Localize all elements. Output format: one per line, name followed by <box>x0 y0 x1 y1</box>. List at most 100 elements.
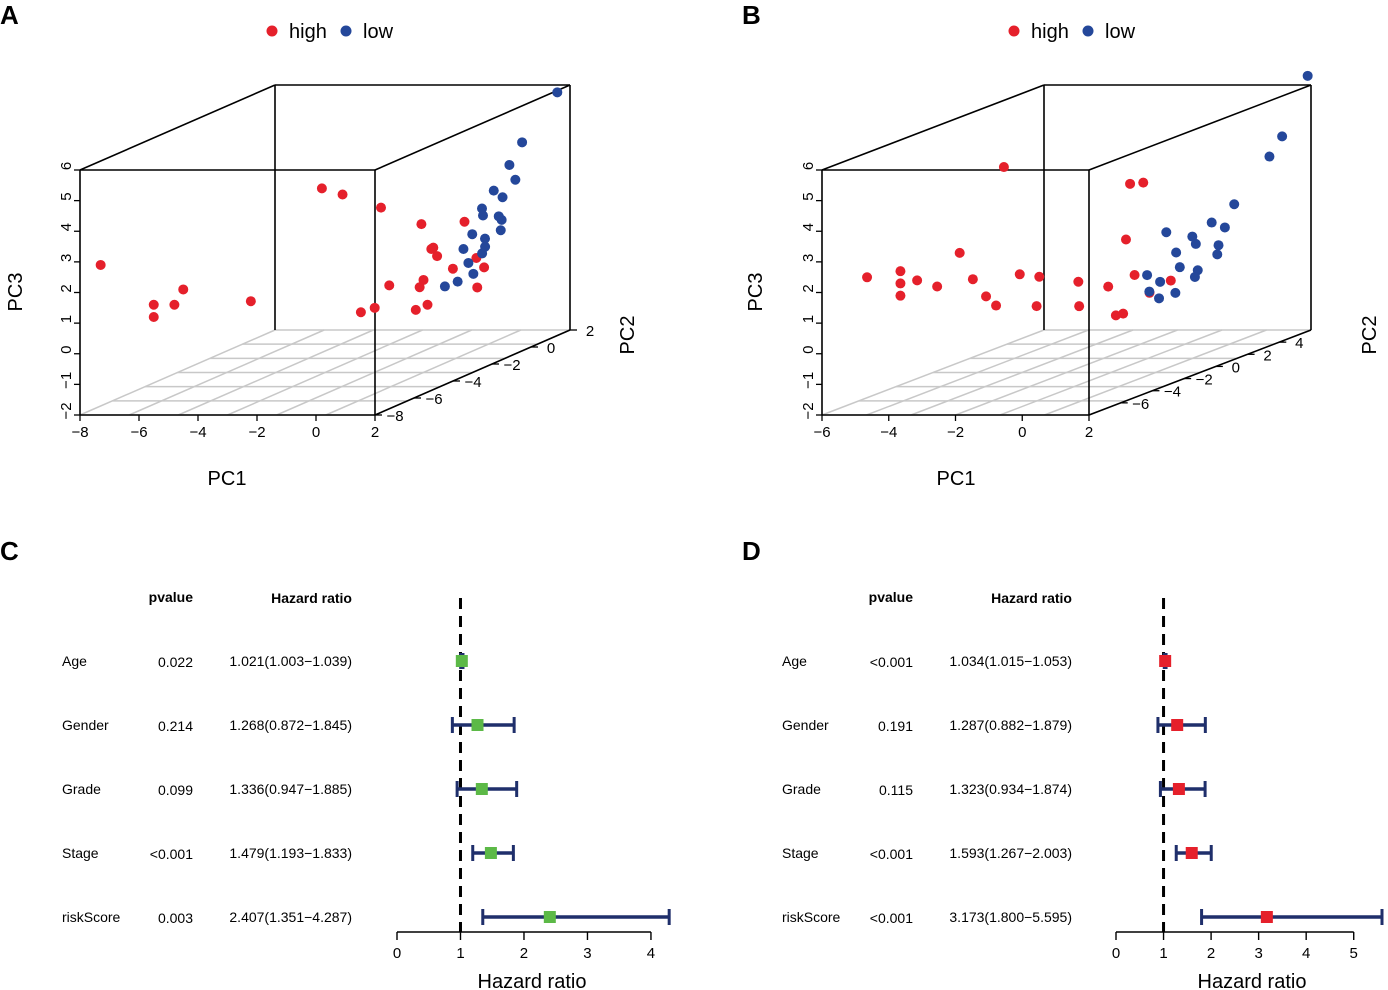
point-high <box>991 300 1002 311</box>
point-low <box>468 268 479 279</box>
row-hazard-ratio: 1.593(1.267−2.003) <box>949 845 1072 861</box>
z-tick-label: −2 <box>58 402 75 419</box>
y-tick-label: 4 <box>1295 335 1303 352</box>
point-high <box>148 312 159 322</box>
point-high <box>895 278 906 289</box>
y-tick-label: −4 <box>1164 384 1181 401</box>
z-tick-label: 3 <box>800 254 817 262</box>
point-low <box>497 192 508 203</box>
z-tick-label: 3 <box>58 254 75 262</box>
z-tick-label: 0 <box>58 346 75 354</box>
point-high <box>422 299 433 310</box>
pca-3d-plot-a: −8 −6 −4 −2 0 2 −2 −1 0 1 2 3 4 5 6 −8 −6 −4 −2 0 2 PC1 PC3 PC2… <box>5 21 639 490</box>
x-axis-label: Hazard ratio <box>1198 971 1307 990</box>
z-axis-label: PC3 <box>5 273 27 312</box>
x-tick-label: −8 <box>71 424 88 441</box>
row-hazard-ratio: 2.407(1.351−4.287) <box>229 909 352 925</box>
point-high <box>472 282 483 293</box>
row-label: Gender <box>62 717 109 733</box>
legend-label-high: high <box>289 21 327 43</box>
z-tick-label: −2 <box>800 402 817 419</box>
panel-label-d: D <box>742 536 761 566</box>
point-low <box>458 243 469 254</box>
panel-label-a: A <box>0 0 19 30</box>
y-tick-label: −8 <box>386 408 403 425</box>
row-label: riskScore <box>62 909 121 925</box>
z-tick-label: 4 <box>58 223 75 231</box>
row-pvalue: 0.214 <box>158 718 193 734</box>
point-low <box>463 257 474 268</box>
y-tick-label: −6 <box>425 391 442 408</box>
y-tick-label: 2 <box>586 323 594 340</box>
box-edge <box>821 84 1045 171</box>
x-tick-label: 2 <box>1085 424 1093 441</box>
x-tick-label: 5 <box>1350 945 1358 962</box>
hr-marker <box>543 911 556 923</box>
point-high <box>895 266 906 277</box>
point-high <box>1073 276 1084 287</box>
point-low <box>552 87 563 98</box>
legend-marker-low <box>340 25 352 37</box>
x-tick-label: 3 <box>1254 945 1262 962</box>
point-high <box>1031 301 1042 312</box>
point-high <box>1118 308 1129 319</box>
point-high <box>459 216 470 227</box>
x-tick-label: 0 <box>1018 424 1026 441</box>
point-low <box>1277 131 1288 142</box>
point-low <box>493 211 504 222</box>
forest-plot-d: pvalue Hazard ratio Age <0.001 1.034(1.015−1… <box>782 589 1384 990</box>
row-label: riskScore <box>782 909 841 925</box>
point-low <box>1206 217 1217 228</box>
point-high <box>410 304 421 315</box>
z-tick-label: 1 <box>58 315 75 323</box>
point-high <box>1129 270 1140 281</box>
legend-label-low: low <box>363 21 394 43</box>
point-low <box>1174 262 1185 273</box>
point-high <box>148 299 159 310</box>
point-high <box>1034 271 1045 282</box>
y-tick-label: −4 <box>464 374 481 391</box>
y-axis-label: PC2 <box>617 316 639 355</box>
x-tick-label: 0 <box>312 424 320 441</box>
y-tick-label: 2 <box>1263 347 1271 364</box>
z-tick-label: 0 <box>800 346 817 354</box>
hr-marker <box>1260 911 1273 923</box>
point-high <box>1165 275 1176 286</box>
row-pvalue: 0.099 <box>158 782 193 798</box>
z-tick-label: 4 <box>800 223 817 231</box>
point-high <box>1138 177 1149 188</box>
row-hazard-ratio: 1.268(0.872−1.845) <box>229 717 352 733</box>
x-tick-label: −4 <box>189 424 206 441</box>
header-hazard-ratio: Hazard ratio <box>991 590 1072 606</box>
x-tick-label: 2 <box>371 424 379 441</box>
point-high <box>862 272 873 283</box>
point-high <box>418 274 429 285</box>
x-tick-label: 1 <box>1159 945 1167 962</box>
point-high <box>932 281 943 292</box>
forest-plot-c: pvalue Hazard ratio Age 0.022 1.021(1.003−1.… <box>62 589 671 990</box>
x-tick-label: 4 <box>1302 945 1310 962</box>
point-low <box>452 276 463 287</box>
point-high <box>1103 281 1114 292</box>
point-low <box>1213 240 1224 251</box>
z-tick-label: 2 <box>800 284 817 292</box>
header-pvalue: pvalue <box>149 589 194 605</box>
point-low <box>1190 238 1201 249</box>
x-tick-label: −2 <box>248 424 265 441</box>
point-high <box>384 280 395 291</box>
row-pvalue: <0.001 <box>870 654 913 670</box>
point-low <box>477 203 487 214</box>
x-axis-label: PC1 <box>208 468 247 490</box>
x-axis-label: Hazard ratio <box>478 971 587 990</box>
point-low <box>1171 247 1182 258</box>
point-high <box>998 162 1009 173</box>
row-hazard-ratio: 1.479(1.193−1.833) <box>229 845 352 861</box>
x-tick-label: −2 <box>947 424 964 441</box>
y-tick-label: −6 <box>1132 396 1149 413</box>
z-tick-label: −1 <box>58 372 75 389</box>
point-low <box>1170 287 1181 298</box>
legend-marker-high <box>1008 25 1020 37</box>
point-high <box>1125 178 1136 189</box>
point-high <box>447 263 458 274</box>
